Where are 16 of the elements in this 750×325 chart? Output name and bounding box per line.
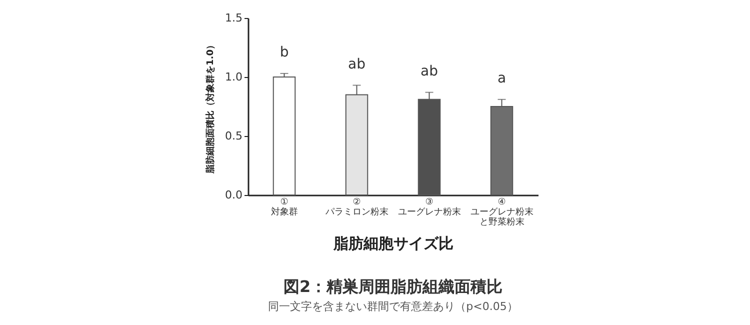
y-tick-label: 0.5 [225, 130, 242, 142]
x-tick-label: ② パラミロン粉末 [324, 198, 388, 218]
text: 同一文字を含まない群間で有意差あり（p<0.05） [268, 300, 518, 313]
y-tick-label: 1.0 [225, 70, 242, 84]
x-axis-title: 脂肪細胞サイズ比 [332, 234, 454, 252]
annotation: ab [348, 56, 366, 72]
annotation: a [497, 70, 506, 86]
x-tick-label: ③ ユーグレナ粉末 [398, 198, 461, 218]
y-tick-label: 1.5 [225, 12, 242, 24]
y-tick-label: 0.0 [225, 188, 242, 202]
text: 図2：精巣周囲脂肪組織面積比 [283, 277, 503, 296]
x-tick-label: ① 対象群 [270, 198, 298, 218]
x-tick-label: ④ ユーグレナ粉末と野菜粉末 [470, 198, 534, 228]
annotation: b [280, 44, 289, 60]
y-axis-title: 脂肪細胞面積比（対象群を1.0） [205, 40, 216, 174]
annotation: ab [420, 63, 438, 80]
